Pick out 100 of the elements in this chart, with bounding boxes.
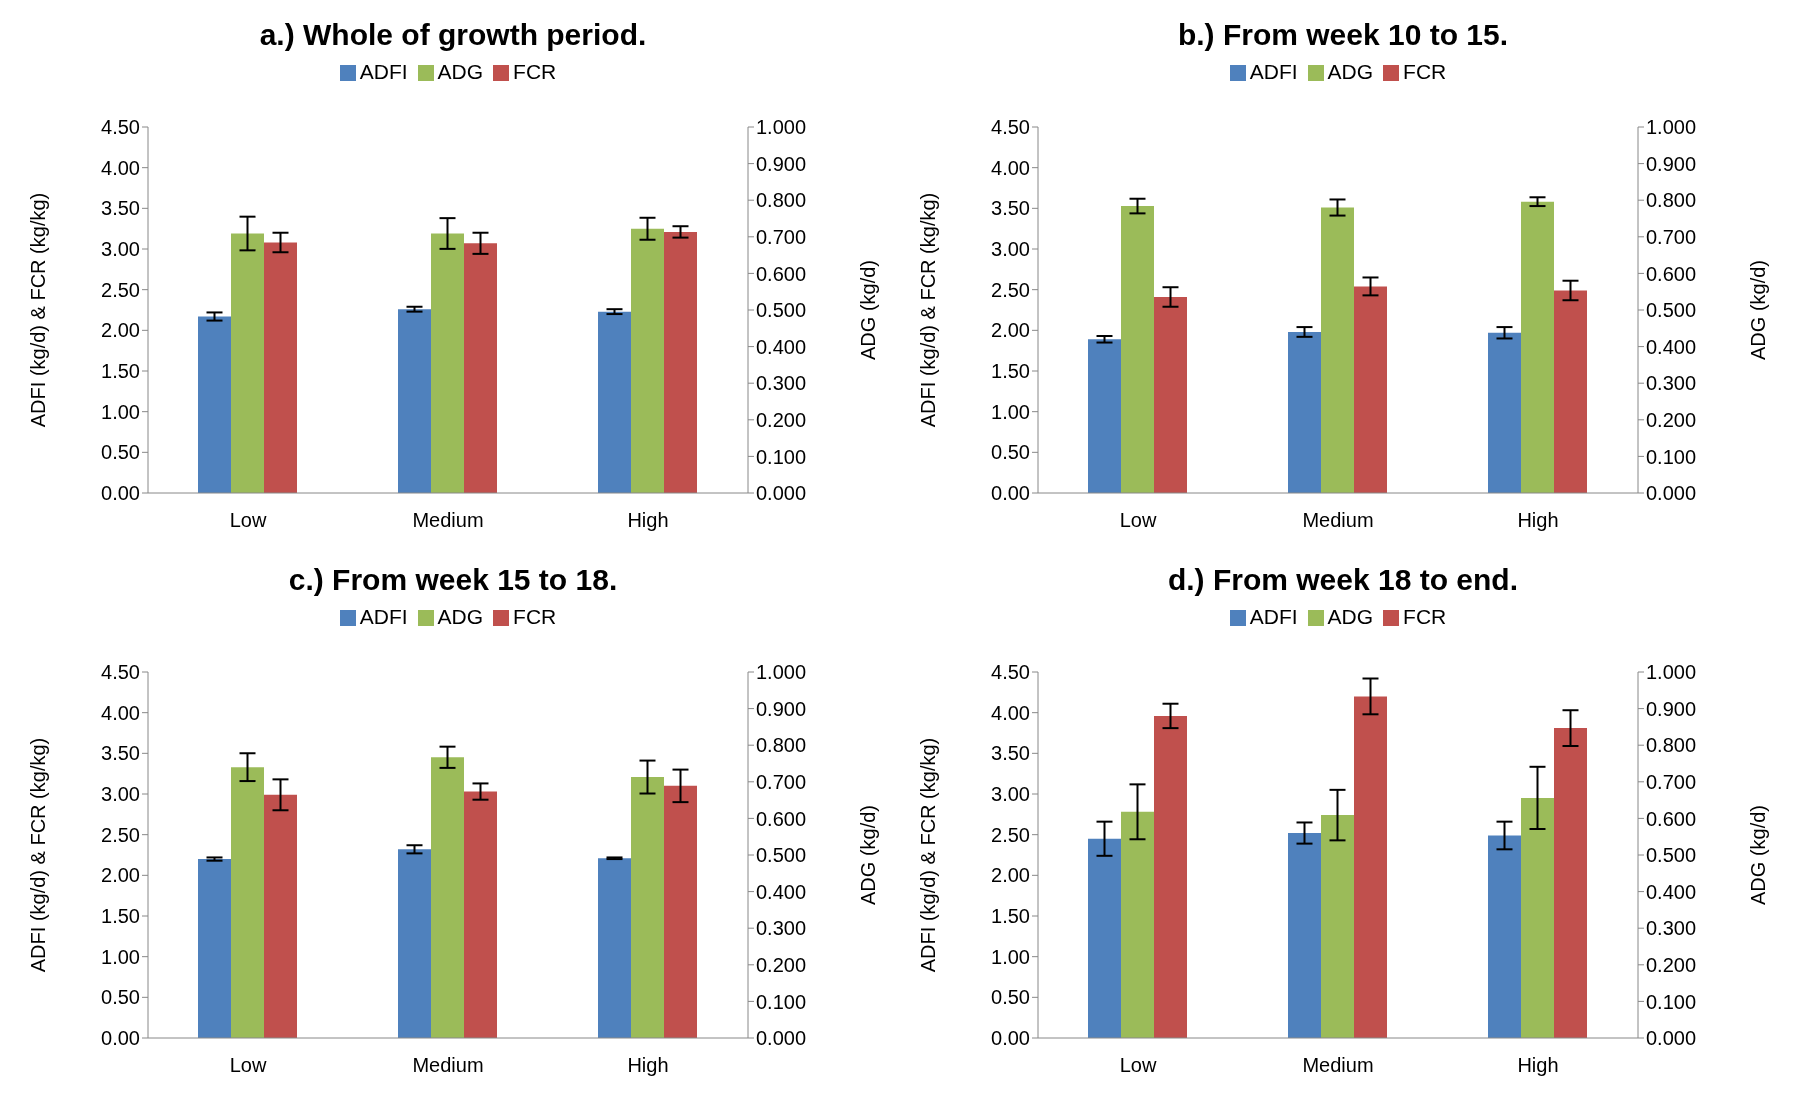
y-tick-label: 1.00 [991,400,1030,423]
y2-tick-label: 0.400 [1646,335,1697,358]
y2-axis-title: ADG (kg/d) [857,804,880,906]
y-tick-label: 1.50 [991,905,1030,928]
y2-tick-label: 0.200 [1646,408,1697,431]
y2-tick-label: 0.700 [756,770,807,793]
chart-title: d.) From week 18 to end. [1166,563,1520,597]
y2-tick-label: 0.800 [756,189,807,212]
y2-tick-label: 0.600 [756,807,807,830]
y-tick-label: 0.00 [991,1027,1030,1050]
y2-tick-label: 0.300 [756,372,807,395]
y2-tick-label: 0.700 [756,225,807,248]
y2-tick-label: 0.400 [756,335,807,358]
y-tick-label: 4.00 [991,701,1030,724]
y-tick-label: 1.00 [101,400,140,423]
y-tick-label: 4.00 [101,156,140,179]
y2-tick-label: 0.800 [1646,189,1697,212]
x-tick-label: High [627,1054,669,1077]
y2-tick-label: 0.900 [1646,152,1697,175]
x-tick-label: Low [1119,509,1157,532]
x-tick-label: Low [229,509,267,532]
y-tick-label: 4.50 [991,116,1030,139]
y2-axis-title: ADG (kg/d) [1747,804,1770,906]
y-tick-label: 3.50 [991,197,1030,220]
y-tick-label: 0.00 [101,1027,140,1050]
y-axis-title: ADFI (kg/d) & FCR (kg/kg) [917,192,940,428]
legend-label: ADG [1327,60,1374,83]
y-tick-label: 0.50 [101,986,140,1009]
y-tick-label: 3.50 [991,742,1030,765]
legend-label: FCR [513,60,557,83]
y2-tick-label: 0.700 [1646,770,1697,793]
y-tick-label: 4.00 [991,156,1030,179]
chart-title: b.) From week 10 to 15. [1176,18,1510,52]
y-tick-label: 1.00 [101,945,140,968]
y2-axis-title: ADG (kg/d) [857,259,880,361]
y-tick-label: 3.50 [101,742,140,765]
y2-tick-label: 0.200 [756,953,807,976]
y2-tick-label: 0.500 [1646,844,1697,867]
legend-label: ADG [437,60,484,83]
y-axis-title: ADFI (kg/d) & FCR (kg/kg) [27,192,50,428]
chart-title: a.) Whole of growth period. [258,18,648,52]
y2-tick-label: 0.600 [756,262,807,285]
y-axis-title: ADFI (kg/d) & FCR (kg/kg) [27,737,50,973]
y2-tick-label: 1.000 [756,661,807,684]
y-tick-label: 2.00 [991,319,1030,342]
y2-tick-label: 0.500 [756,844,807,867]
legend-label: ADG [1327,605,1374,628]
legend-label: ADFI [1249,60,1298,83]
x-tick-label: Low [1119,1054,1157,1077]
x-tick-label: High [1517,509,1559,532]
x-tick-label: Medium [1302,509,1374,532]
x-tick-label: Medium [412,1054,484,1077]
legend-label: ADFI [359,60,408,83]
y2-tick-label: 0.000 [1646,482,1697,505]
y2-tick-label: 0.500 [756,299,807,322]
y-tick-label: 2.50 [101,278,140,301]
x-tick-label: High [1517,1054,1559,1077]
y-tick-label: 2.00 [991,864,1030,887]
y-tick-label: 1.50 [991,360,1030,383]
y2-tick-label: 0.100 [1646,445,1697,468]
y2-tick-label: 1.000 [756,116,807,139]
y-tick-label: 3.50 [101,197,140,220]
y-tick-label: 0.00 [991,482,1030,505]
y2-tick-label: 0.400 [756,880,807,903]
y2-tick-label: 0.600 [1646,262,1697,285]
y-tick-label: 4.50 [991,661,1030,684]
y-tick-label: 2.50 [991,823,1030,846]
y2-tick-label: 1.000 [1646,661,1697,684]
legend-label: ADFI [359,605,408,628]
y-tick-label: 4.50 [101,116,140,139]
y2-tick-label: 0.200 [756,408,807,431]
y2-tick-label: 0.300 [1646,917,1697,940]
y2-tick-label: 1.000 [1646,116,1697,139]
y-tick-label: 2.00 [101,864,140,887]
y2-tick-label: 0.800 [756,734,807,757]
y2-tick-label: 0.900 [756,697,807,720]
y2-tick-label: 0.100 [1646,990,1697,1013]
legend-label: FCR [1403,605,1447,628]
x-tick-label: Medium [412,509,484,532]
y2-tick-label: 0.900 [1646,697,1697,720]
y-tick-label: 1.50 [101,905,140,928]
y2-tick-label: 0.000 [756,482,807,505]
y2-tick-label: 0.000 [1646,1027,1697,1050]
y-tick-label: 0.50 [991,441,1030,464]
x-tick-label: High [627,509,669,532]
y2-tick-label: 0.200 [1646,953,1697,976]
y-tick-label: 3.00 [101,238,140,261]
y2-tick-label: 0.400 [1646,880,1697,903]
y-tick-label: 2.50 [991,278,1030,301]
y-tick-label: 1.50 [101,360,140,383]
y-tick-label: 0.50 [101,441,140,464]
y2-tick-label: 0.000 [756,1027,807,1050]
y-tick-label: 0.50 [991,986,1030,1009]
y2-tick-label: 0.500 [1646,299,1697,322]
y2-tick-label: 0.300 [756,917,807,940]
y2-tick-label: 0.300 [1646,372,1697,395]
y-tick-label: 3.00 [991,238,1030,261]
legend-label: ADG [437,605,484,628]
chart-title: c.) From week 15 to 18. [287,563,619,597]
x-tick-label: Medium [1302,1054,1374,1077]
